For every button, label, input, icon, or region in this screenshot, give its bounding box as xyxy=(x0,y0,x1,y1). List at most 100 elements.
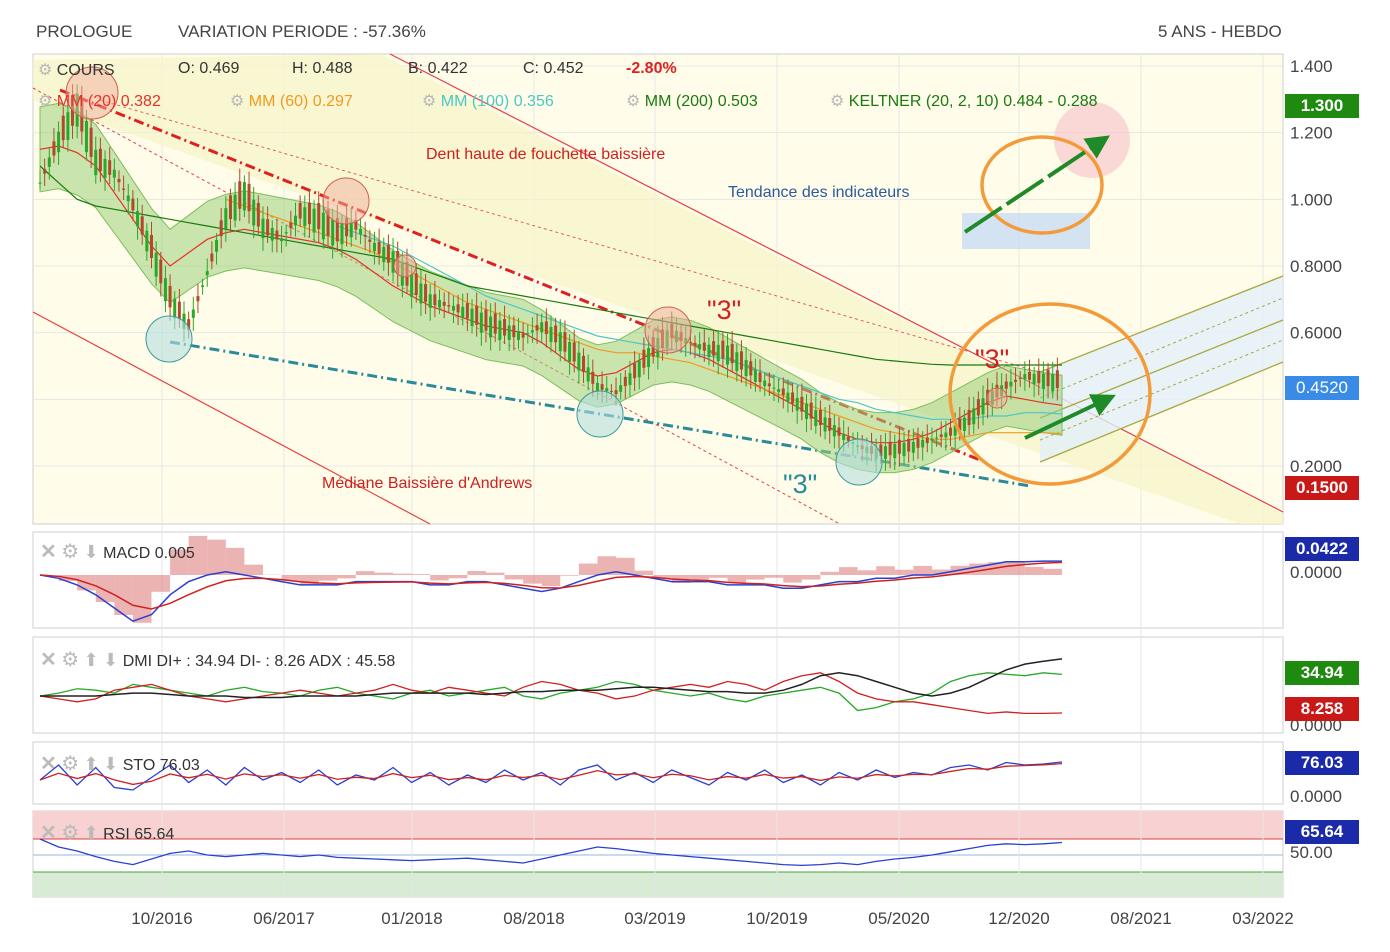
candle-body xyxy=(126,195,130,202)
candle-body xyxy=(930,438,934,441)
candle-body xyxy=(609,390,613,392)
indicator-legend-2[interactable]: ⚙ MM (100) 0.356 xyxy=(422,91,554,111)
candle-body xyxy=(568,341,572,362)
indicator-value: 0.503 xyxy=(717,93,758,110)
candle-body xyxy=(605,388,609,392)
rsi-label: RSI xyxy=(103,826,130,843)
period-selector[interactable]: 5 ANS - HEBDO xyxy=(1158,22,1282,41)
candle-body xyxy=(298,202,302,219)
close-icon[interactable]: ✕ xyxy=(40,753,57,775)
candle-body xyxy=(363,234,367,237)
arrow-up-icon[interactable]: ⬆ xyxy=(83,650,99,670)
candle-body xyxy=(976,399,980,416)
y-tick-label: 0.8000 xyxy=(1290,257,1342,276)
candle-body xyxy=(893,444,897,459)
y-tick-label: 0.2000 xyxy=(1290,457,1342,476)
rsi-line xyxy=(39,838,1063,867)
x-tick-label: 03/2022 xyxy=(1232,909,1293,928)
di-minus-line xyxy=(39,672,1063,715)
candle-body xyxy=(879,444,883,457)
badge-macd: 0.0422 xyxy=(1285,537,1359,561)
gear-icon[interactable]: ⚙ xyxy=(61,822,80,844)
close-icon[interactable]: ✕ xyxy=(40,649,57,671)
candle-body xyxy=(721,340,725,359)
close-icon[interactable]: ✕ xyxy=(40,541,57,563)
three-label-2: "3" xyxy=(975,344,1010,374)
legend-row-1: ⚙ COURS xyxy=(38,60,115,80)
macd-histogram-bar xyxy=(188,535,208,575)
candle-body xyxy=(832,425,836,437)
indicator-value: 0.484 - 0.288 xyxy=(1003,93,1098,110)
indicator-legend-1[interactable]: ⚙ MM (60) 0.297 xyxy=(230,91,353,111)
close-icon[interactable]: ✕ xyxy=(40,822,57,844)
gear-icon[interactable]: ⚙ xyxy=(61,649,80,671)
candle-body xyxy=(112,169,116,178)
candle-body xyxy=(805,403,808,420)
y-axis-ticks: 1.400 1.200 1.000 0.8000 0.6000 0.2000 0.0000 0… xyxy=(1290,57,1342,862)
candle-body xyxy=(1041,373,1045,389)
candle-body xyxy=(294,215,297,226)
di-plus-line xyxy=(39,672,1063,712)
macd-value: 0.005 xyxy=(154,545,195,562)
gear-icon[interactable]: ⚙ xyxy=(38,62,53,79)
three-label-1: "3" xyxy=(707,295,742,325)
candle-body xyxy=(526,333,530,335)
indicator-label: MM (200) xyxy=(644,93,718,110)
candle-body xyxy=(219,220,223,237)
gear-icon[interactable]: ⚙ xyxy=(422,93,441,110)
gear-icon[interactable]: ⚙ xyxy=(61,753,80,775)
gear-icon[interactable]: ⚙ xyxy=(38,93,57,110)
candle-body xyxy=(61,115,65,141)
macd-header: ✕ ⚙ ⬇ MACD 0.005 xyxy=(40,539,195,564)
arrow-down-icon[interactable]: ⬇ xyxy=(103,650,119,670)
candle-body xyxy=(465,303,469,319)
candle-body xyxy=(140,216,144,235)
arrow-up-icon[interactable]: ⬆ xyxy=(83,754,99,774)
indicator-legend-3[interactable]: ⚙ MM (200) 0.503 xyxy=(626,91,758,111)
candle-body xyxy=(698,344,702,350)
candle-body xyxy=(410,274,414,297)
gear-icon[interactable]: ⚙ xyxy=(230,93,249,110)
macd-lines xyxy=(39,535,1063,623)
macd-histogram-bar xyxy=(727,575,747,583)
candle-body xyxy=(753,369,757,382)
candle-body xyxy=(173,298,177,319)
indicator-legend-0[interactable]: ⚙ MM (20) 0.382 xyxy=(38,91,161,111)
gear-icon[interactable]: ⚙ xyxy=(830,93,849,110)
candle-body xyxy=(1046,369,1050,387)
arrow-down-icon[interactable]: ⬇ xyxy=(83,542,99,562)
gear-icon[interactable]: ⚙ xyxy=(626,93,645,110)
macd-histogram-bar xyxy=(337,575,356,579)
candle-body xyxy=(577,352,581,371)
candle-body xyxy=(247,183,251,212)
candle-body xyxy=(944,432,948,438)
candle-body xyxy=(846,436,850,441)
candle-body xyxy=(354,219,358,230)
indicator-label: MM (20) xyxy=(56,93,121,110)
macd-histogram-bar xyxy=(783,575,802,583)
candle-body xyxy=(786,392,790,402)
peak-circle-2 xyxy=(322,177,370,225)
candle-body xyxy=(238,181,242,209)
candle-body xyxy=(600,384,604,390)
candle-body xyxy=(707,344,711,357)
gear-icon[interactable]: ⚙ xyxy=(61,541,80,563)
macd-histogram-bar xyxy=(467,571,486,575)
candle-body xyxy=(484,309,488,331)
candle-body xyxy=(205,271,209,276)
candle-body xyxy=(228,195,232,220)
candle-body xyxy=(544,321,548,335)
candle-body xyxy=(433,294,437,305)
candle-body xyxy=(136,211,140,227)
candle-body xyxy=(595,382,599,392)
arrow-up-icon[interactable]: ⬆ xyxy=(83,823,99,843)
candle-body xyxy=(47,157,51,167)
candle-body xyxy=(377,241,381,254)
candle-body xyxy=(702,342,706,351)
arrow-down-icon[interactable]: ⬇ xyxy=(103,754,119,774)
indicator-legend-4[interactable]: ⚙ KELTNER (20, 2, 10) 0.484 - 0.288 xyxy=(830,91,1098,111)
x-tick-label: 03/2019 xyxy=(624,909,685,928)
candle-body xyxy=(967,409,971,425)
ohlc-open: O: 0.469 xyxy=(178,60,240,77)
